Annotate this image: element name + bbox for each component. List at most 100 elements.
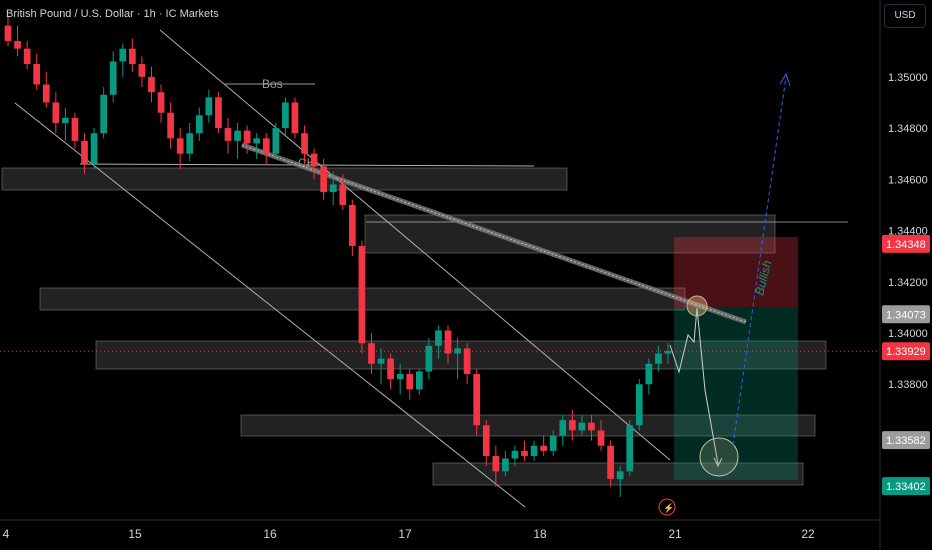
channel-line (14, 102, 526, 508)
candle-body (310, 153, 318, 167)
x-tick-label: 22 (801, 527, 815, 541)
candle-body (655, 353, 662, 364)
candle-body (282, 102, 289, 129)
candle-body (635, 384, 643, 426)
candle-body (492, 455, 500, 472)
candle-body (339, 184, 347, 205)
x-tick-label: 18 (533, 527, 547, 541)
candle-body (482, 425, 490, 456)
candle-body (569, 420, 576, 431)
candle-body (42, 84, 50, 103)
price-badge (882, 342, 930, 361)
candle-body (607, 445, 614, 480)
candle-body (645, 363, 653, 385)
candle-body (167, 112, 174, 139)
candle-body (176, 138, 184, 154)
x-tick-label: 4 (3, 527, 10, 541)
y-tick-label: 1.33800 (888, 379, 928, 391)
price-badge-label: 1.33582 (886, 435, 926, 447)
candle-body (234, 130, 241, 141)
candle-body (540, 445, 547, 451)
candle-body (253, 138, 261, 144)
candle-body (157, 92, 165, 113)
candle-body (291, 102, 299, 134)
projection-arrow (713, 457, 723, 468)
x-tick-label: 17 (398, 527, 412, 541)
candle-body (148, 76, 155, 93)
candle-body (664, 350, 672, 354)
candle-body (549, 435, 557, 451)
candle-body (52, 102, 60, 123)
candle-body (100, 94, 107, 134)
candle-body (33, 64, 41, 85)
candle-body (243, 130, 251, 144)
candle-body (195, 115, 203, 134)
y-tick-label: 1.34800 (888, 123, 928, 135)
candle-body (454, 348, 461, 354)
candle-body (224, 128, 232, 141)
candle-body (272, 128, 280, 154)
price-badge-label: 1.34348 (886, 239, 926, 251)
chart-title: British Pound / U.S. Dollar · 1h · IC Ma… (6, 8, 219, 20)
candle-body (559, 420, 567, 436)
price-badge (882, 477, 930, 496)
candle-body (396, 373, 404, 380)
candle-body (215, 97, 222, 129)
candle-body (71, 117, 79, 141)
y-tick-label: 1.35000 (888, 72, 928, 84)
zone-box (240, 414, 816, 437)
candle-body (119, 48, 127, 62)
lightning-icon: ⚡ (663, 502, 674, 514)
projection-path (669, 307, 719, 465)
candle-body (62, 117, 69, 123)
candle-body (616, 471, 624, 480)
event-marker (658, 498, 676, 516)
price-badge-label: 1.33402 (886, 481, 926, 493)
candle-body (349, 204, 356, 246)
zone-box (1, 167, 568, 191)
zone-box (95, 340, 827, 370)
candle-body (521, 450, 528, 456)
candle-body (262, 138, 270, 154)
bullish-arrowhead (779, 72, 791, 87)
x-tick-label: 21 (668, 527, 682, 541)
y-tick-label: 1.34400 (888, 226, 928, 238)
candle-body (425, 345, 433, 372)
y-tick-label: 1.34600 (888, 174, 928, 186)
candle-body (368, 343, 375, 364)
candle-body (14, 40, 21, 49)
currency-button[interactable]: USD (884, 4, 926, 28)
candle-body (4, 25, 12, 41)
candle-body (90, 133, 98, 164)
price-badge-label: 1.33929 (886, 346, 926, 358)
target-circle (699, 437, 739, 477)
candle-body (444, 330, 452, 354)
x-tick-label: 16 (263, 527, 277, 541)
candle-body (129, 48, 136, 65)
candle-body (81, 140, 88, 164)
candle-body (588, 422, 595, 431)
candle-body (358, 245, 366, 344)
candle-body (435, 330, 442, 346)
candle-body (463, 348, 471, 374)
candle-body (387, 358, 394, 380)
candle-body (377, 358, 385, 364)
candle-body (473, 373, 481, 426)
price-badge (882, 305, 930, 324)
price-badge (882, 234, 930, 253)
candle-body (578, 422, 586, 431)
price-badge (882, 431, 930, 450)
candle-body (138, 64, 146, 77)
x-tick-label: 15 (128, 527, 142, 541)
y-tick-label: 1.34200 (888, 277, 928, 289)
target-circle (686, 295, 708, 317)
candle-body (415, 371, 423, 390)
candle-body (626, 425, 634, 472)
candle-body (329, 184, 337, 193)
support-line (79, 163, 535, 167)
candle-body (530, 445, 538, 456)
candle-body (502, 458, 509, 472)
candle-body (205, 97, 213, 116)
